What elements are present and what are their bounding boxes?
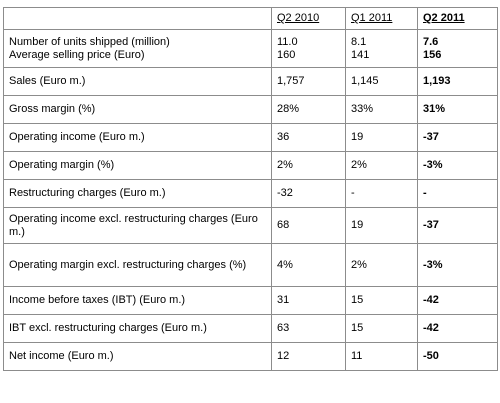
table-header-row: Q2 2010 Q1 2011 Q2 2011 xyxy=(3,7,498,30)
row-label: Operating income (Euro m.) xyxy=(3,123,272,152)
units-shipped-q2-2011: 7.6 xyxy=(423,35,439,48)
row-label: IBT excl. restructuring charges (Euro m.… xyxy=(3,314,272,343)
cell-q1-2011: 2% xyxy=(345,151,418,180)
row-label: Number of units shipped (million) Averag… xyxy=(3,29,272,68)
table-row: Operating income excl. restructuring cha… xyxy=(3,207,498,244)
header-q2-2010: Q2 2010 xyxy=(271,7,346,30)
row-label: Net income (Euro m.) xyxy=(3,342,272,371)
cell-q2-2010: 11.0 160 xyxy=(271,29,346,68)
cell-q2-2010: 31 xyxy=(271,286,346,315)
avg-selling-price-q2-2010: 160 xyxy=(277,48,296,61)
row-label: Sales (Euro m.) xyxy=(3,67,272,96)
cell-q2-2010: -32 xyxy=(271,179,346,208)
cell-q2-2011: -42 xyxy=(417,314,498,343)
header-q1-2011: Q1 2011 xyxy=(345,7,418,30)
row-label: Income before taxes (IBT) (Euro m.) xyxy=(3,286,272,315)
financial-results-table: Q2 2010 Q1 2011 Q2 2011 Number of units … xyxy=(3,7,498,371)
row-label: Restructuring charges (Euro m.) xyxy=(3,179,272,208)
cell-q1-2011: 8.1 141 xyxy=(345,29,418,68)
cell-q2-2011: -50 xyxy=(417,342,498,371)
cell-q2-2011: -42 xyxy=(417,286,498,315)
row-label: Gross margin (%) xyxy=(3,95,272,124)
row-label: Operating income excl. restructuring cha… xyxy=(3,207,272,244)
cell-q2-2010: 12 xyxy=(271,342,346,371)
cell-q2-2011: 7.6 156 xyxy=(417,29,498,68)
cell-q2-2011: -3% xyxy=(417,151,498,180)
table-row: Number of units shipped (million) Averag… xyxy=(3,29,498,68)
cell-q2-2011: -37 xyxy=(417,207,498,244)
cell-q2-2010: 1,757 xyxy=(271,67,346,96)
cell-q2-2011: -3% xyxy=(417,243,498,287)
header-q2-2011: Q2 2011 xyxy=(417,7,498,30)
table-row: Net income (Euro m.) 12 11 -50 xyxy=(3,342,498,371)
row-label: Operating margin (%) xyxy=(3,151,272,180)
table-row: Gross margin (%) 28% 33% 31% xyxy=(3,95,498,124)
avg-selling-price-q2-2011: 156 xyxy=(423,48,442,61)
table-row: Sales (Euro m.) 1,757 1,145 1,193 xyxy=(3,67,498,96)
table-row: IBT excl. restructuring charges (Euro m.… xyxy=(3,314,498,343)
cell-q2-2011: 1,193 xyxy=(417,67,498,96)
cell-q2-2010: 63 xyxy=(271,314,346,343)
cell-q2-2011: 31% xyxy=(417,95,498,124)
cell-q1-2011: 1,145 xyxy=(345,67,418,96)
cell-q1-2011: 19 xyxy=(345,207,418,244)
cell-q1-2011: 19 xyxy=(345,123,418,152)
cell-q2-2010: 4% xyxy=(271,243,346,287)
cell-q1-2011: 33% xyxy=(345,95,418,124)
cell-q1-2011: - xyxy=(345,179,418,208)
table-row: Operating margin excl. restructuring cha… xyxy=(3,243,498,287)
cell-q2-2011: -37 xyxy=(417,123,498,152)
cell-q2-2010: 36 xyxy=(271,123,346,152)
table-row: Operating income (Euro m.) 36 19 -37 xyxy=(3,123,498,152)
cell-q1-2011: 15 xyxy=(345,314,418,343)
units-shipped-label: Number of units shipped (million) xyxy=(9,35,170,48)
cell-q1-2011: 11 xyxy=(345,342,418,371)
header-label-cell xyxy=(3,7,272,30)
units-shipped-q1-2011: 8.1 xyxy=(351,35,367,48)
table-row: Restructuring charges (Euro m.) -32 - - xyxy=(3,179,498,208)
avg-selling-price-label: Average selling price (Euro) xyxy=(9,48,145,61)
cell-q2-2010: 2% xyxy=(271,151,346,180)
cell-q1-2011: 2% xyxy=(345,243,418,287)
table-row: Operating margin (%) 2% 2% -3% xyxy=(3,151,498,180)
units-shipped-q2-2010: 11.0 xyxy=(277,35,298,48)
row-label: Operating margin excl. restructuring cha… xyxy=(3,243,272,287)
cell-q1-2011: 15 xyxy=(345,286,418,315)
table-row: Income before taxes (IBT) (Euro m.) 31 1… xyxy=(3,286,498,315)
cell-q2-2010: 68 xyxy=(271,207,346,244)
avg-selling-price-q1-2011: 141 xyxy=(351,48,370,61)
cell-q2-2010: 28% xyxy=(271,95,346,124)
cell-q2-2011: - xyxy=(417,179,498,208)
